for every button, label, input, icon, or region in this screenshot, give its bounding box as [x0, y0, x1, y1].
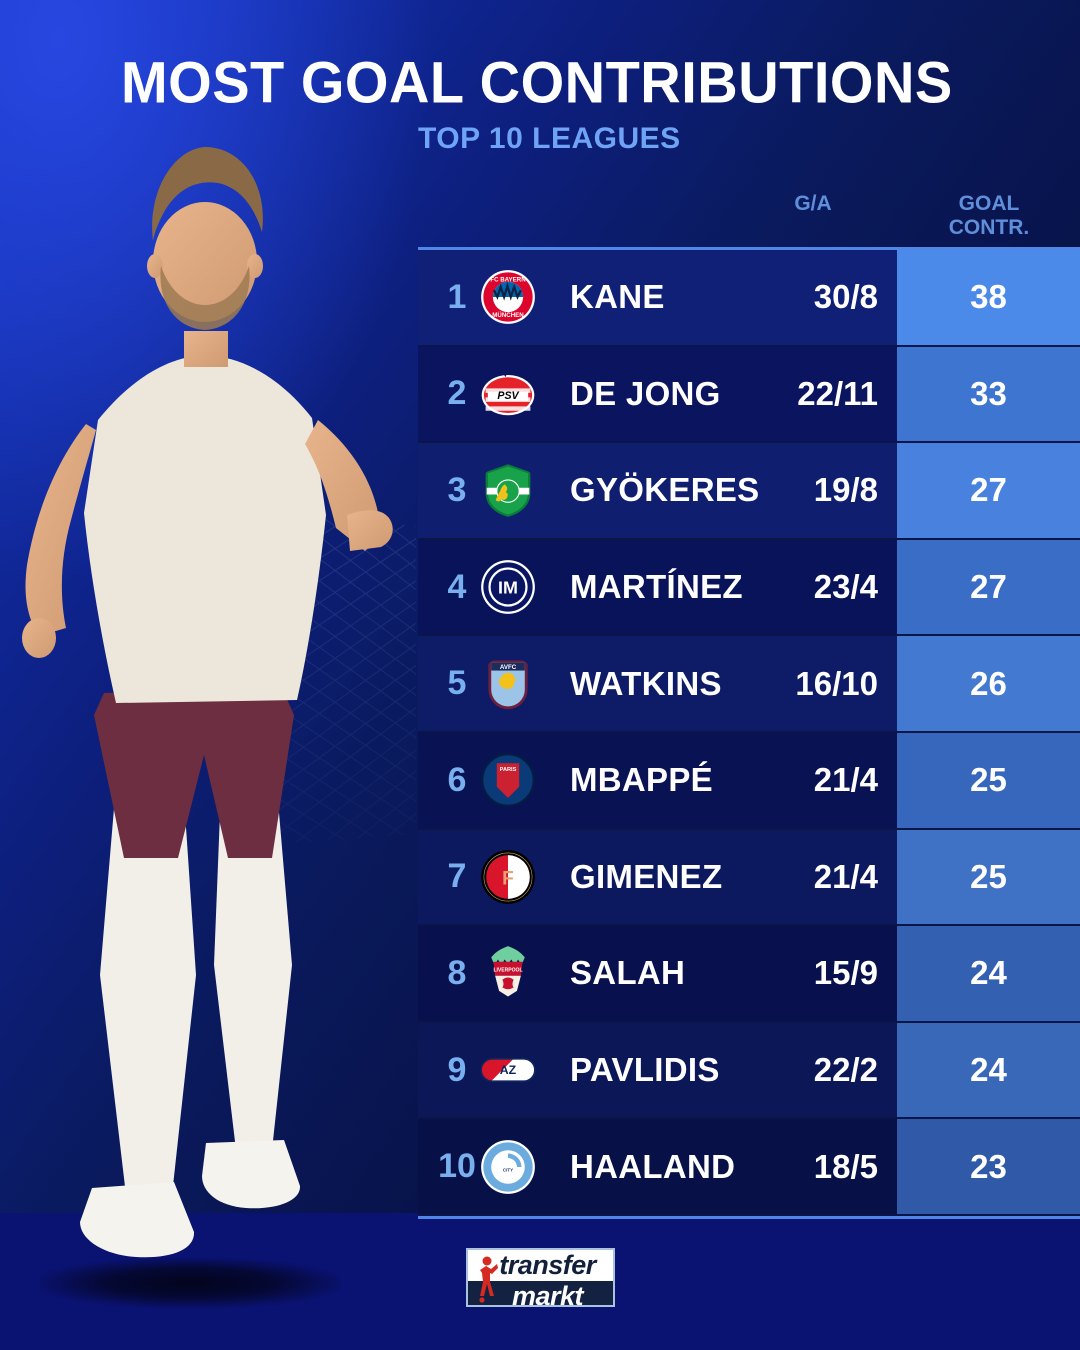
svg-text:AZ: AZ — [500, 1063, 517, 1077]
svg-text:LIVERPOOL: LIVERPOOL — [493, 968, 522, 974]
svg-text:FC BAYERN: FC BAYERN — [490, 277, 526, 284]
svg-text:PSV: PSV — [497, 390, 519, 402]
svg-text:CITY: CITY — [503, 1167, 513, 1172]
svg-text:PARIS: PARIS — [500, 767, 517, 773]
svg-text:IM: IM — [498, 578, 518, 598]
svg-text:F: F — [502, 868, 514, 889]
svg-text:AVFC: AVFC — [500, 664, 517, 671]
svg-text:▼ ▼: ▼ ▼ — [493, 370, 509, 379]
svg-text:MÜNCHEN: MÜNCHEN — [492, 312, 524, 319]
